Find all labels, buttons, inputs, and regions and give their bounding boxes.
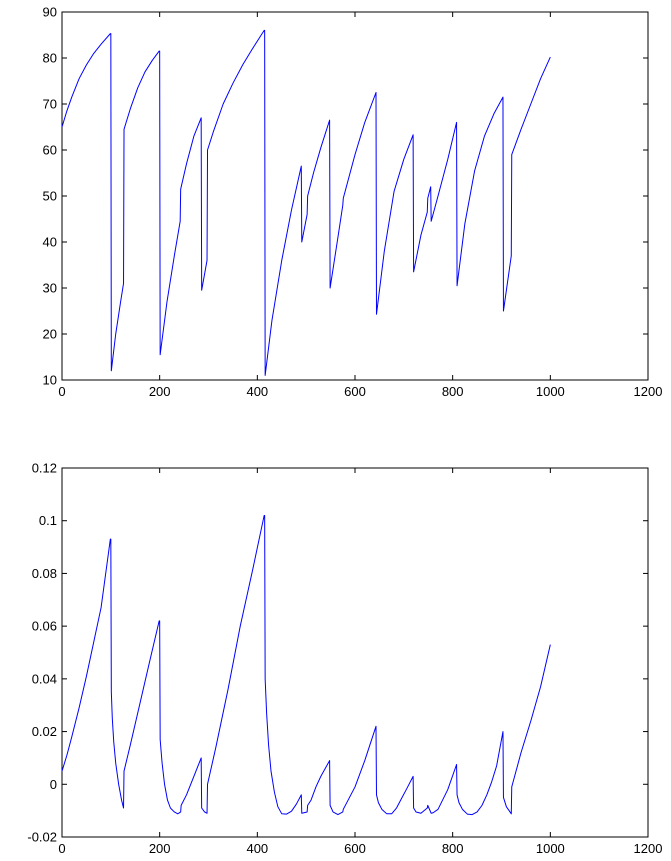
x-tick-label: 400 [246, 841, 268, 856]
x-tick-label: 600 [344, 384, 366, 399]
y-tick-label: 70 [43, 97, 57, 112]
x-tick-label: 200 [149, 384, 171, 399]
x-tick-label: 1200 [634, 841, 663, 856]
y-tick-label: -0.02 [27, 830, 57, 845]
y-tick-label: 0.08 [32, 566, 57, 581]
x-tick-label: 1200 [634, 384, 663, 399]
y-tick-label: 20 [43, 327, 57, 342]
x-tick-label: 600 [344, 841, 366, 856]
x-tick-label: 400 [246, 384, 268, 399]
y-tick-label: 0.04 [32, 671, 57, 686]
y-tick-label: 0.06 [32, 619, 57, 634]
y-tick-label: 90 [43, 5, 57, 20]
x-tick-label: 1000 [536, 384, 565, 399]
x-tick-label: 0 [58, 384, 65, 399]
y-tick-label: 30 [43, 281, 57, 296]
y-tick-label: 0.1 [39, 513, 57, 528]
series-line [61, 29, 551, 376]
axes-frame [61, 467, 649, 838]
x-tick-label: 0 [58, 841, 65, 856]
chart-bottom: 0 200 400 600 800 1000 1200-0.0200.020.040.060… [27, 461, 662, 857]
axes-frame [61, 11, 649, 381]
y-tick-label: 50 [43, 189, 57, 204]
x-tick-label: 800 [442, 384, 464, 399]
x-tick-label: 1000 [536, 841, 565, 856]
y-tick-label: 40 [43, 235, 57, 250]
y-tick-label: 0 [50, 777, 57, 792]
y-tick-label: 0.02 [32, 724, 57, 739]
y-tick-label: 10 [43, 373, 57, 388]
x-tick-label: 800 [442, 841, 464, 856]
y-tick-label: 60 [43, 143, 57, 158]
chart-top: 0 200 400 600 800 1000 1200 10 20 30 40 50 60 70 80 90 [43, 5, 663, 400]
y-tick-label: 0.12 [32, 461, 57, 476]
y-tick-label: 80 [43, 51, 57, 66]
x-tick-label: 200 [149, 841, 171, 856]
series-line [61, 514, 551, 816]
